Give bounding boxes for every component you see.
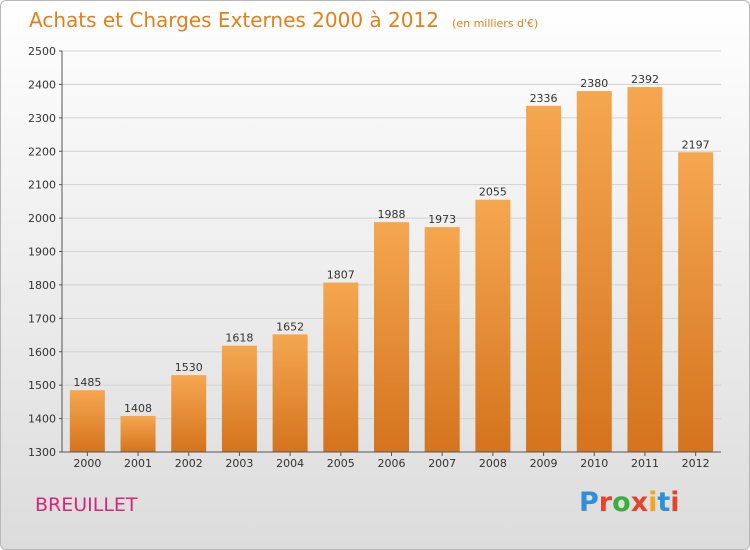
bar	[627, 87, 663, 452]
bar-value-label: 1807	[327, 269, 355, 282]
bar-value-label: 2336	[530, 92, 558, 105]
y-tick-label: 1900	[28, 246, 56, 259]
x-tick-label: 2000	[73, 457, 101, 470]
y-axis-ticks: 1300 1400 1500 1600 1700 1800 1900 2000 2100 2200…	[28, 45, 62, 459]
logo-letter: i	[670, 487, 680, 518]
y-tick-label: 1600	[28, 346, 56, 359]
x-tick-label: 2010	[580, 457, 608, 470]
x-axis-ticks: 2000 2001 2002 2003 2004 2005 2006 2007 2008 2009…	[73, 452, 710, 470]
bar	[221, 345, 257, 452]
y-tick-label: 2200	[28, 145, 56, 158]
data-labels: 1485 1408 1530 1618 1652 1807 1988 1973 2055 2336…	[73, 73, 709, 415]
logo-letter: P	[579, 487, 599, 518]
y-tick-label: 2300	[28, 112, 56, 125]
logo-letter: i	[648, 487, 658, 518]
chart-title: Achats et Charges Externes 2000 à 2012	[29, 8, 439, 32]
logo-letter: x	[630, 487, 649, 518]
bar	[576, 91, 612, 452]
x-tick-label: 2003	[225, 457, 253, 470]
bar-value-label: 1485	[73, 376, 101, 389]
x-tick-label: 2007	[428, 457, 456, 470]
x-tick-label: 2008	[479, 457, 507, 470]
bar-value-label: 1408	[124, 402, 152, 415]
y-tick-label: 1500	[28, 379, 56, 392]
bar	[69, 390, 105, 452]
chart-header: Achats et Charges Externes 2000 à 2012 (…	[29, 8, 538, 32]
x-tick-label: 2011	[631, 457, 659, 470]
x-tick-label: 2001	[124, 457, 152, 470]
logo-letter: o	[612, 487, 631, 518]
x-tick-label: 2004	[276, 457, 304, 470]
bar-value-label: 1988	[378, 208, 406, 221]
y-tick-label: 1300	[28, 446, 56, 459]
bar-value-label: 1652	[276, 320, 304, 333]
logo-letter: t	[657, 487, 671, 518]
bar-value-label: 2197	[682, 138, 710, 151]
bar	[374, 222, 409, 452]
y-tick-label: 2400	[28, 78, 56, 91]
x-tick-label: 2012	[682, 457, 710, 470]
bar	[678, 152, 714, 452]
logo-letter: r	[598, 487, 613, 518]
bar	[323, 282, 359, 452]
y-tick-label: 1700	[28, 312, 56, 325]
bar	[120, 415, 156, 452]
place-name: BREUILLET	[35, 494, 138, 516]
bars	[69, 87, 714, 452]
x-tick-label: 2002	[175, 457, 203, 470]
y-tick-label: 1400	[28, 413, 56, 426]
x-tick-label: 2005	[327, 457, 355, 470]
axes	[61, 51, 721, 453]
bar-value-label: 1973	[428, 213, 456, 226]
y-tick-label: 2100	[28, 179, 56, 192]
bar	[424, 227, 460, 452]
y-tick-label: 1800	[28, 279, 56, 292]
y-tick-label: 2000	[28, 212, 56, 225]
bar-value-label: 1530	[175, 361, 203, 374]
x-tick-label: 2009	[530, 457, 558, 470]
bar	[272, 334, 308, 452]
x-tick-label: 2006	[378, 457, 406, 470]
y-tick-label: 2500	[28, 45, 56, 58]
chart-subtitle: (en milliers d'€)	[452, 17, 539, 30]
bar-value-label: 1618	[225, 332, 253, 345]
bar	[171, 375, 207, 452]
bar-value-label: 2055	[479, 186, 507, 199]
bar-value-label: 2380	[580, 77, 608, 90]
bar-value-label: 2392	[631, 73, 659, 86]
proxiti-logo: Proxiti	[579, 487, 680, 518]
bar	[526, 105, 562, 452]
bar	[475, 199, 511, 452]
